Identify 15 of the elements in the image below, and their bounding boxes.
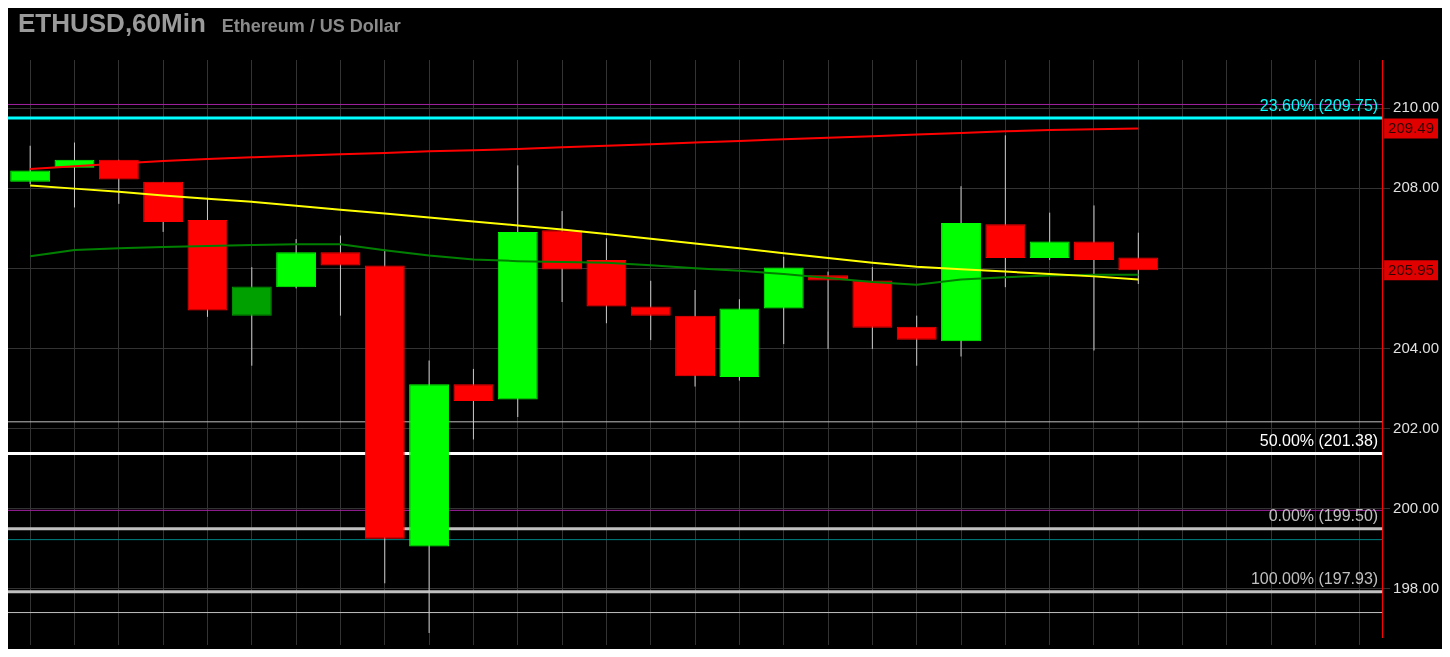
ref-line-label: 0.00% (199.50): [1268, 507, 1379, 525]
candlestick: [630, 280, 671, 341]
y-tick-label: 198.00: [1393, 579, 1440, 597]
text: 205.95: [1388, 260, 1435, 278]
ref-line-label: 100.00% (197.93): [1250, 570, 1379, 588]
chart-title: ETHUSD,60Min: [18, 8, 206, 39]
y-tick-label: 210.00: [1393, 98, 1440, 116]
y-tick-label: 202.00: [1393, 418, 1440, 436]
ref-line-label: 50.00% (201.38): [1259, 431, 1379, 449]
y-tick-label: 204.00: [1393, 338, 1440, 356]
candlestick: [1074, 204, 1114, 351]
y-tick-label: 200.00: [1393, 498, 1440, 516]
chart-subtitle: Ethereum / US Dollar: [221, 16, 401, 37]
y-tick-label: 208.00: [1393, 178, 1440, 196]
text: 209.49: [1388, 118, 1435, 136]
